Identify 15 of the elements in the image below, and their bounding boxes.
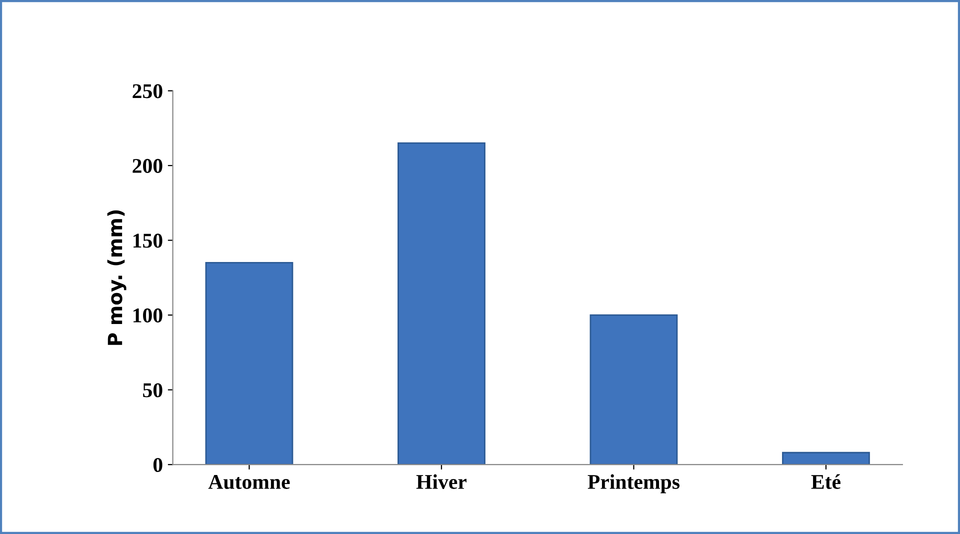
x-tick-label: Automne bbox=[208, 475, 290, 490]
x-tick-label: Hiver bbox=[416, 474, 466, 489]
y-tick-label: 50 bbox=[143, 383, 162, 398]
y-tick-label: 0 bbox=[153, 458, 162, 472]
y-tick-label: 100 bbox=[134, 308, 162, 322]
y-tick-label: 150 bbox=[134, 234, 162, 248]
bar bbox=[398, 142, 486, 465]
x-tick-label: Eté bbox=[811, 474, 840, 489]
bar bbox=[205, 262, 294, 465]
y-tick-label: 200 bbox=[132, 158, 162, 173]
y-tick-label: 250 bbox=[132, 84, 162, 98]
bar bbox=[782, 452, 870, 465]
x-tick-label: Printemps bbox=[588, 474, 680, 494]
y-axis-title: P moy. (mm) bbox=[107, 210, 126, 345]
bar bbox=[590, 314, 678, 465]
